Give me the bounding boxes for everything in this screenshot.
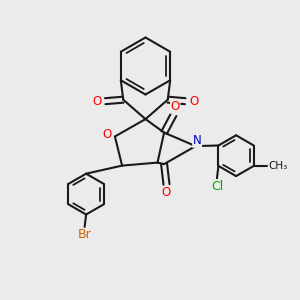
Text: Cl: Cl [212, 180, 224, 193]
Text: O: O [171, 100, 180, 113]
Text: N: N [193, 134, 202, 147]
Text: O: O [162, 186, 171, 200]
Text: O: O [92, 95, 101, 108]
Text: Br: Br [78, 228, 92, 242]
Text: O: O [189, 95, 198, 108]
Text: O: O [103, 128, 112, 141]
Text: CH₃: CH₃ [268, 161, 287, 171]
